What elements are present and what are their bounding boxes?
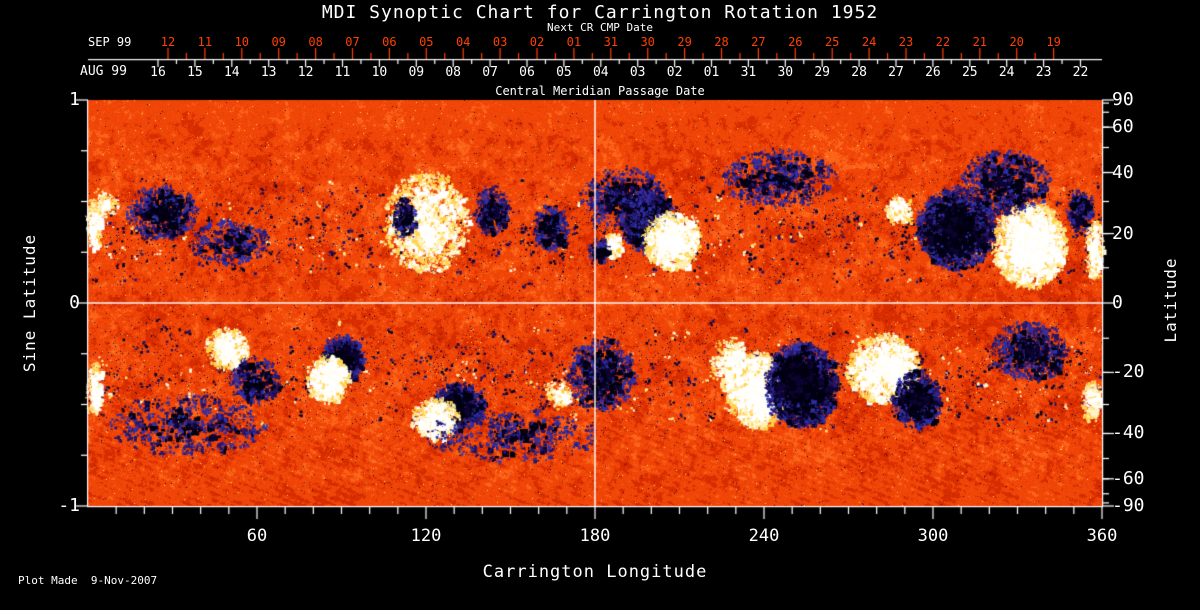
next-cr-date-label: 26 [788, 35, 803, 49]
left-tick-label: 0 [69, 292, 80, 313]
next-cr-date-label: 23 [898, 35, 914, 49]
left-tick-label: -1 [58, 495, 80, 516]
cmp-date-label: 05 [556, 65, 572, 80]
bottom-axis-title: Carrington Longitude [482, 562, 708, 582]
top-axis-month-sep: SEP 99 [88, 35, 132, 49]
cmp-date-label: 06 [519, 65, 535, 80]
cmp-date-label: 09 [408, 65, 425, 80]
cmp-date-label: 31 [740, 65, 757, 80]
right-tick-label: 20 [1112, 223, 1134, 244]
right-tick-label: 90 [1112, 89, 1134, 110]
next-cr-date-label: 02 [529, 35, 545, 49]
cmp-date-label: 15 [187, 65, 203, 80]
next-cr-date-label: 12 [160, 35, 176, 49]
cmp-date-label: 25 [961, 65, 978, 80]
bottom-tick-label: 120 [410, 526, 442, 546]
cmp-date-label: 04 [592, 65, 609, 80]
cmp-date-label: 23 [1035, 65, 1052, 80]
top-axis-month-aug: AUG 99 [80, 64, 127, 79]
next-cr-date-label: 10 [234, 35, 250, 49]
next-cr-date-label: 05 [419, 35, 434, 49]
bottom-tick-label: 360 [1086, 526, 1118, 546]
next-cr-date-label: 11 [197, 35, 213, 49]
next-cr-date-label: 04 [455, 35, 471, 49]
next-cr-date-label: 25 [824, 35, 840, 49]
bottom-tick-label: 60 [246, 526, 268, 546]
next-cr-date-label: 22 [935, 35, 951, 49]
cmp-date-label: 16 [150, 65, 166, 80]
cmp-date-label: 02 [666, 65, 683, 80]
right-tick-label: 60 [1112, 116, 1134, 137]
bottom-tick-label: 300 [917, 526, 949, 546]
right-tick-label: -90 [1112, 495, 1145, 516]
cmp-date-label: 13 [260, 65, 277, 80]
next-cr-date-label: 30 [640, 35, 655, 49]
cmp-date-label: 01 [703, 65, 720, 80]
next-cr-date-label: 01 [566, 35, 582, 49]
cmp-date-label: 27 [888, 65, 904, 80]
cmp-date-label: 03 [629, 65, 646, 80]
next-cr-date-label: 06 [382, 35, 397, 49]
next-cr-date-label: 27 [751, 35, 766, 49]
right-tick-label: -20 [1112, 361, 1145, 382]
next-cr-date-label: 21 [972, 35, 988, 49]
cmp-date-label: 14 [223, 65, 240, 80]
next-cr-date-label: 08 [308, 35, 323, 49]
cmp-date-label: 30 [777, 65, 794, 80]
right-tick-label: 40 [1112, 162, 1134, 183]
next-cr-date-label: 19 [1046, 35, 1061, 49]
cmp-date-label: 26 [925, 65, 941, 80]
right-tick-label: 0 [1112, 292, 1123, 313]
cmp-date-label: 11 [334, 65, 351, 80]
cmp-date-label: 29 [814, 65, 831, 80]
next-cr-date-label: 09 [271, 35, 286, 49]
next-cr-date-label: 24 [861, 35, 877, 49]
plot-made-timestamp: Plot Made 9-Nov-2007 [18, 574, 158, 587]
next-cr-date-label: 03 [492, 35, 508, 49]
bottom-tick-label: 240 [748, 526, 780, 546]
chart-title: MDI Synoptic Chart for Carrington Rotati… [321, 2, 879, 23]
left-axis-title: Sine Latitude [20, 233, 40, 373]
cmp-date-label: 08 [445, 65, 462, 80]
cmp-axis-label: Central Meridian Passage Date [495, 84, 705, 98]
next-cr-date-label: 20 [1009, 35, 1024, 49]
cmp-date-label: 12 [297, 65, 314, 80]
cmp-date-label: 22 [1072, 65, 1089, 80]
left-tick-label: 1 [69, 89, 80, 110]
cmp-date-label: 28 [851, 65, 867, 80]
next-cr-date-label: 28 [714, 35, 729, 49]
next-cr-date-label: 31 [603, 35, 619, 49]
cmp-date-label: 10 [371, 65, 388, 80]
cmp-date-label: 24 [998, 65, 1015, 80]
right-tick-label: -40 [1112, 422, 1145, 443]
bottom-tick-label: 180 [579, 526, 611, 546]
next-cr-date-label: 29 [677, 35, 692, 49]
next-cr-date-label: 07 [345, 35, 360, 49]
right-tick-label: -60 [1112, 468, 1145, 489]
cmp-date-label: 07 [482, 65, 498, 80]
next-cr-cmp-date-label: Next CR CMP Date [547, 21, 653, 34]
right-axis-title: Latitude [1161, 257, 1181, 343]
